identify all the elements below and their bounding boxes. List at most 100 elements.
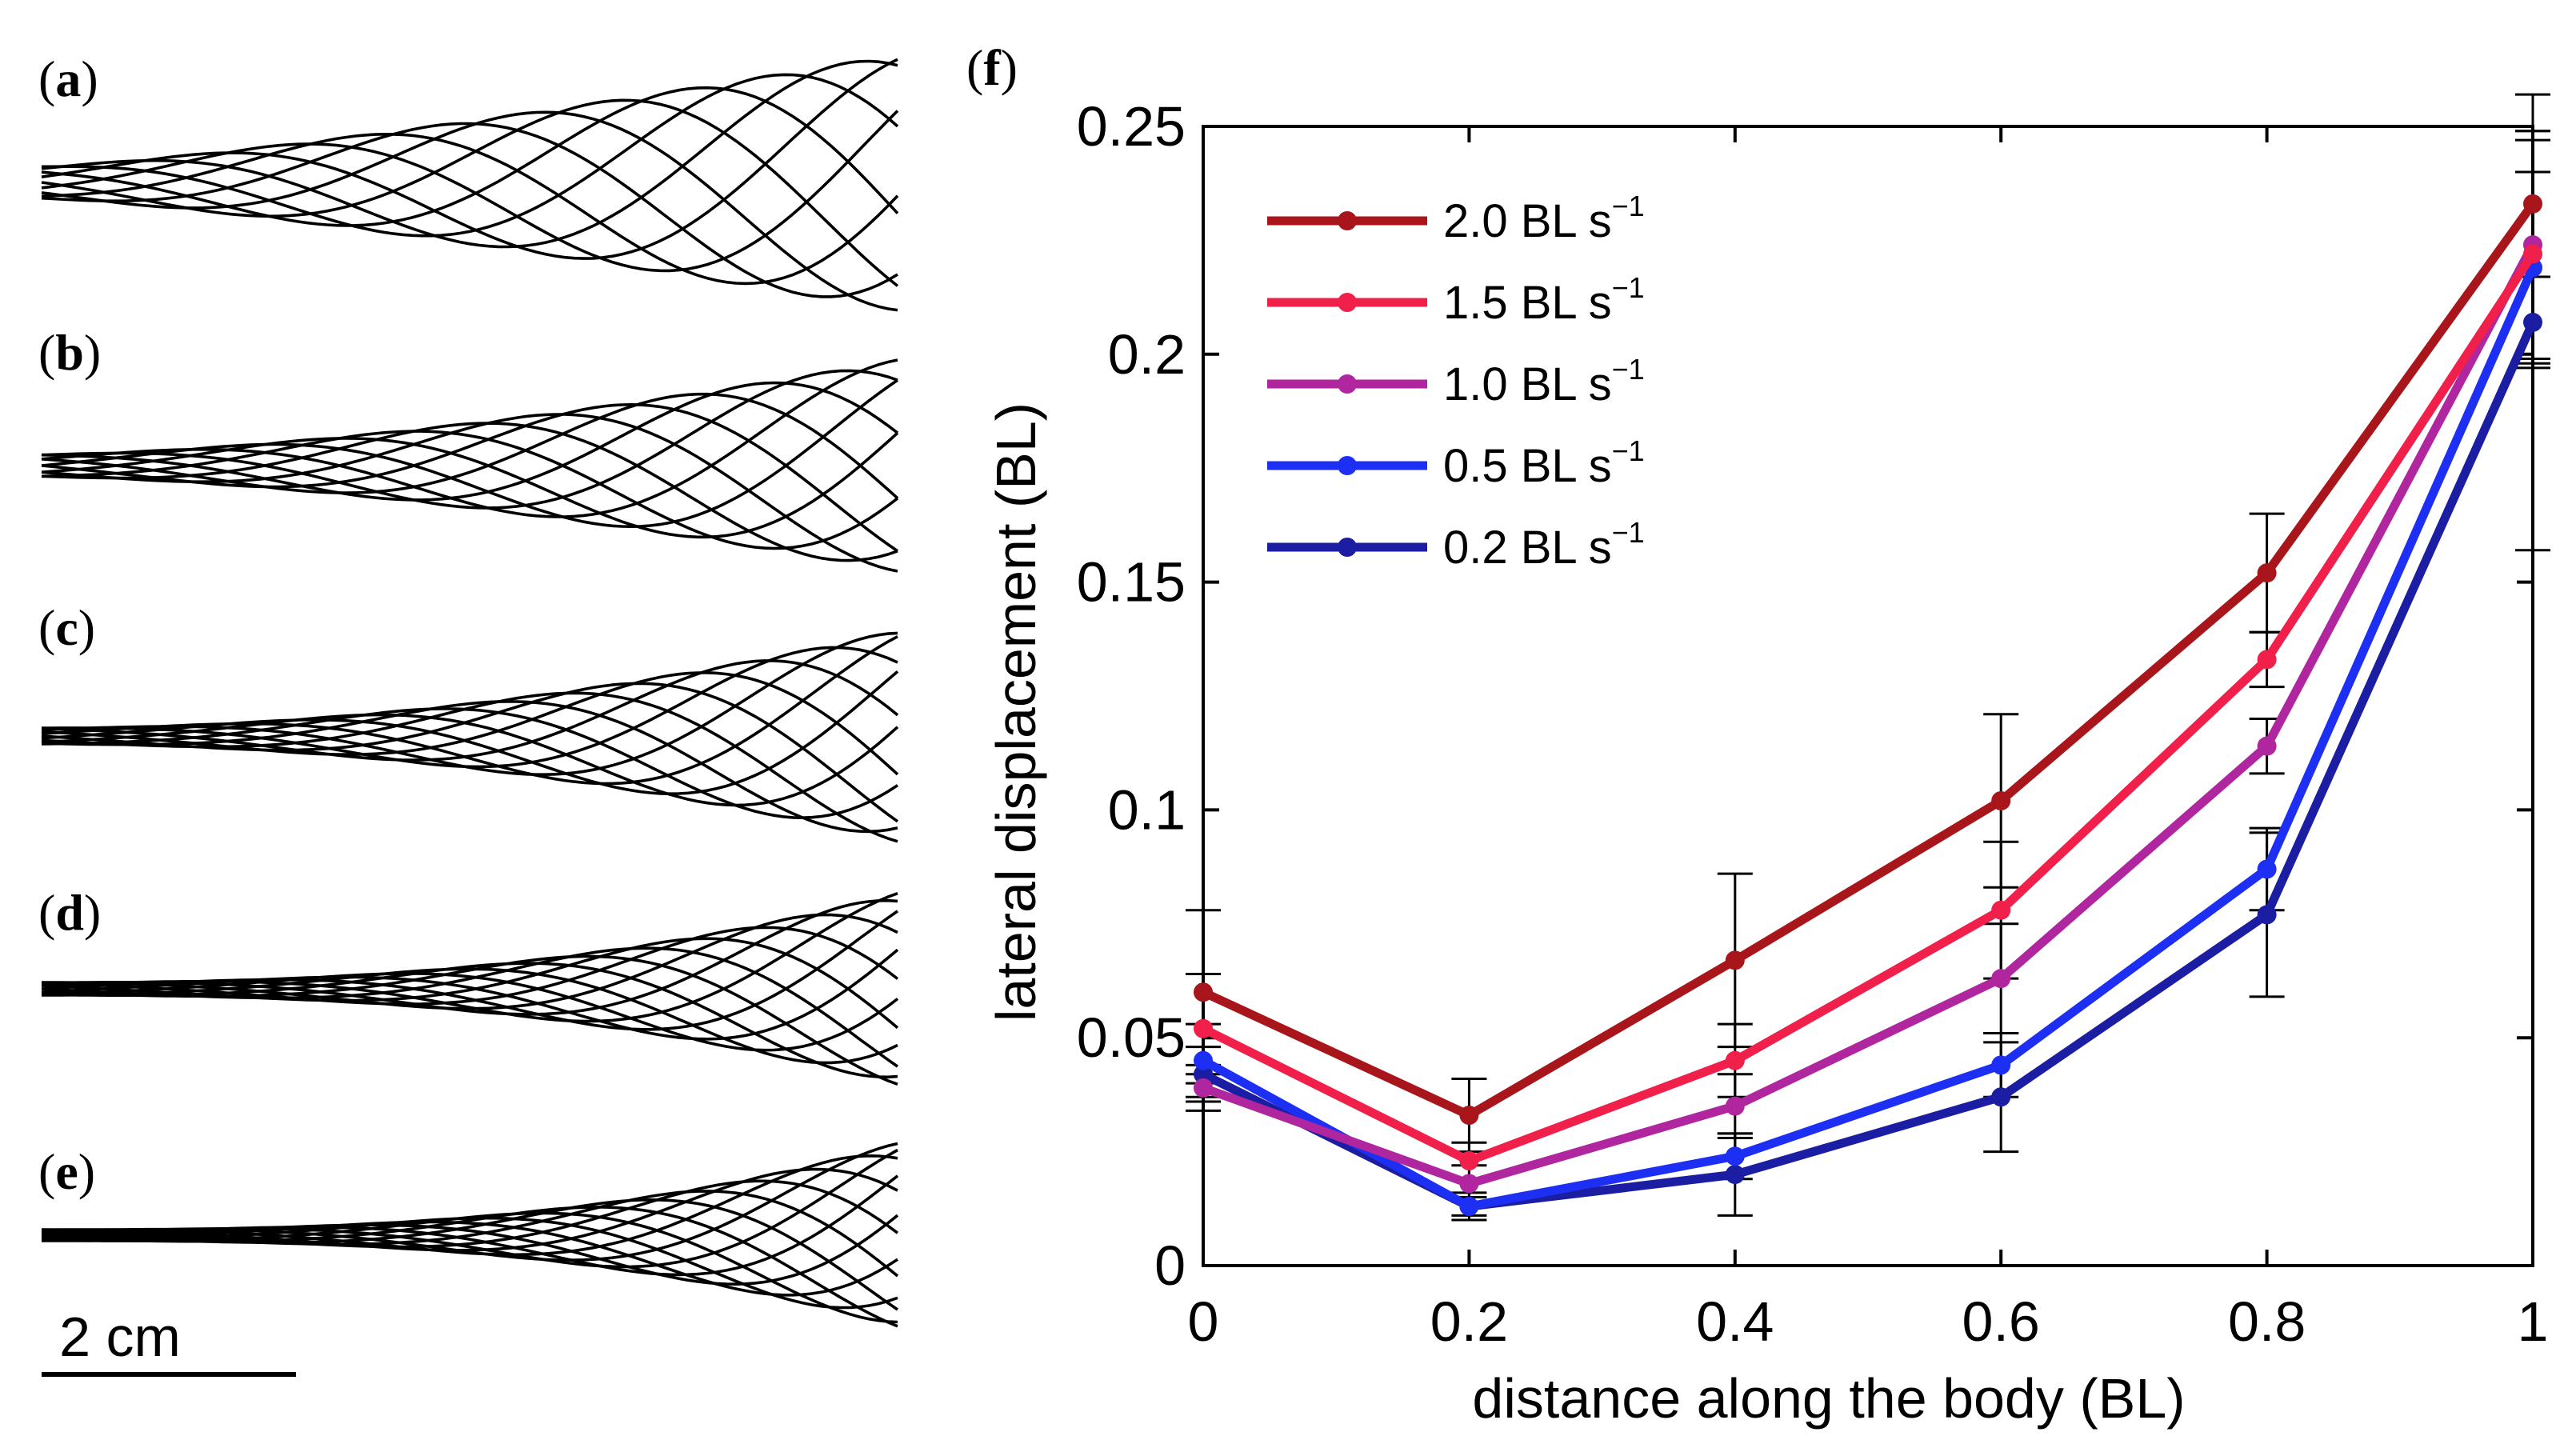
legend: 2.0 BL s−11.5 BL s−11.0 BL s−10.5 BL s−1… (1267, 190, 1645, 574)
legend-label: 1.5 BL s−1 (1443, 271, 1645, 329)
panel-label-c: (c) (38, 599, 95, 656)
midline-frame (41, 422, 898, 562)
panel-label-a-letter: a (55, 50, 81, 107)
axes (1202, 125, 2534, 1267)
series-s20 (1194, 194, 2542, 1126)
midline-frame (41, 691, 898, 843)
panel-label-a: (a) (38, 50, 98, 107)
legend-label-text: 1.0 BL s (1443, 358, 1612, 410)
legend-item-s10: 1.0 BL s−1 (1267, 353, 1645, 410)
series-s10 (1194, 235, 2542, 1194)
panel-label-e-letter: e (55, 1143, 78, 1200)
data-point (1459, 1150, 1479, 1170)
legend-swatch-marker (1338, 211, 1357, 230)
data-point (1991, 969, 2011, 989)
x-tick-label: 0.4 (1696, 1290, 1774, 1353)
midline-frame (41, 430, 899, 550)
midline-frame (41, 713, 899, 807)
legend-label-sup: −1 (1612, 353, 1645, 386)
midline-frame (41, 670, 899, 796)
scale-bar: 2 cm (42, 1306, 296, 1377)
midline-frame (41, 378, 899, 529)
legend-label-sup: −1 (1612, 271, 1645, 304)
midline-frame (41, 700, 898, 834)
midline-frame (41, 1174, 899, 1277)
chart-f: 0 0.2 0.4 0.6 0.8 1 0 0.05 0.1 0.15 0.2 0.25 dista… (985, 93, 2550, 1430)
panel-label-d: (d) (38, 884, 101, 941)
y-tick-label: 0 (1154, 1234, 1186, 1297)
data-point (1725, 1096, 1745, 1116)
panel-label-f-letter: f (983, 39, 1001, 96)
series-layer (1186, 93, 2550, 1222)
data-point (1991, 791, 2011, 811)
data-point (2257, 859, 2277, 879)
series-s15 (1194, 244, 2542, 1170)
data-point (2257, 736, 2277, 756)
data-point (2523, 244, 2542, 264)
data-point (2257, 905, 2277, 925)
data-point (2257, 650, 2277, 670)
data-point (1725, 1050, 1745, 1070)
data-point (1194, 982, 1213, 1002)
legend-label: 0.2 BL s−1 (1443, 516, 1645, 574)
data-point (1194, 1064, 1213, 1084)
x-tick-label: 0.6 (1962, 1290, 2040, 1353)
legend-label-sup: −1 (1612, 434, 1645, 467)
data-point (1725, 950, 1745, 970)
panel-label-c-letter: c (55, 599, 78, 656)
series-line (1201, 320, 2538, 1211)
panel-label-f: (f) (966, 39, 1018, 96)
data-point (2523, 194, 2542, 214)
x-axis-title: distance along the body (BL) (1472, 1367, 2185, 1430)
legend-swatch-marker (1338, 293, 1357, 312)
midline-frame (41, 369, 898, 510)
data-point (1991, 1087, 2011, 1107)
midline-frame (41, 635, 898, 786)
midline-frame (41, 58, 898, 260)
series-line (1201, 201, 2537, 1120)
midline-frame (41, 1220, 898, 1297)
midline-frame (41, 122, 898, 298)
panel-label-b: (b) (38, 324, 101, 381)
midline-frame (41, 110, 898, 312)
data-point (2523, 312, 2542, 332)
data-point (1194, 1018, 1213, 1038)
data-point (2257, 563, 2277, 583)
legend-label: 0.5 BL s−1 (1443, 434, 1645, 492)
series-s05 (1194, 258, 2542, 1216)
error-bars (1186, 93, 2550, 1222)
legend-swatch-marker (1338, 374, 1357, 394)
data-point (1725, 1146, 1745, 1166)
data-point (1725, 1165, 1745, 1185)
legend-label-sup: −1 (1612, 516, 1645, 549)
legend-label: 2.0 BL s−1 (1443, 190, 1645, 247)
legend-label-sup: −1 (1612, 190, 1645, 222)
legend-label: 1.0 BL s−1 (1443, 353, 1645, 410)
trace-panel-d (41, 892, 899, 1086)
trace-panel-a (41, 58, 899, 312)
y-tick-label: 0.2 (1108, 323, 1186, 386)
y-tick-label: 0.1 (1108, 778, 1186, 841)
midline-frame (41, 1214, 899, 1286)
legend-item-s05: 0.5 BL s−1 (1267, 434, 1645, 492)
data-point (1991, 900, 2011, 920)
midline-frame (41, 659, 899, 762)
legend-item-s02: 0.2 BL s−1 (1267, 516, 1645, 574)
x-tick-label: 0 (1188, 1290, 1219, 1353)
y-tick-label: 0.25 (1077, 95, 1186, 158)
data-point (1991, 1055, 2011, 1075)
scale-bar-label: 2 cm (59, 1306, 181, 1368)
series-line (1201, 266, 2538, 1211)
series-line (1202, 242, 2537, 1188)
trace-panel-c (41, 631, 899, 843)
midline-frame (41, 707, 898, 820)
y-tick-labels: 0 0.05 0.1 0.15 0.2 0.25 (1077, 95, 1186, 1297)
midline-frame (41, 954, 898, 1086)
midline-frame (41, 962, 898, 1079)
data-point (1459, 1196, 1479, 1216)
panel-label-e: (e) (38, 1143, 95, 1200)
midline-traces (41, 58, 899, 1328)
y-tick-label: 0.15 (1077, 551, 1186, 614)
legend-label-text: 0.5 BL s (1443, 440, 1612, 492)
